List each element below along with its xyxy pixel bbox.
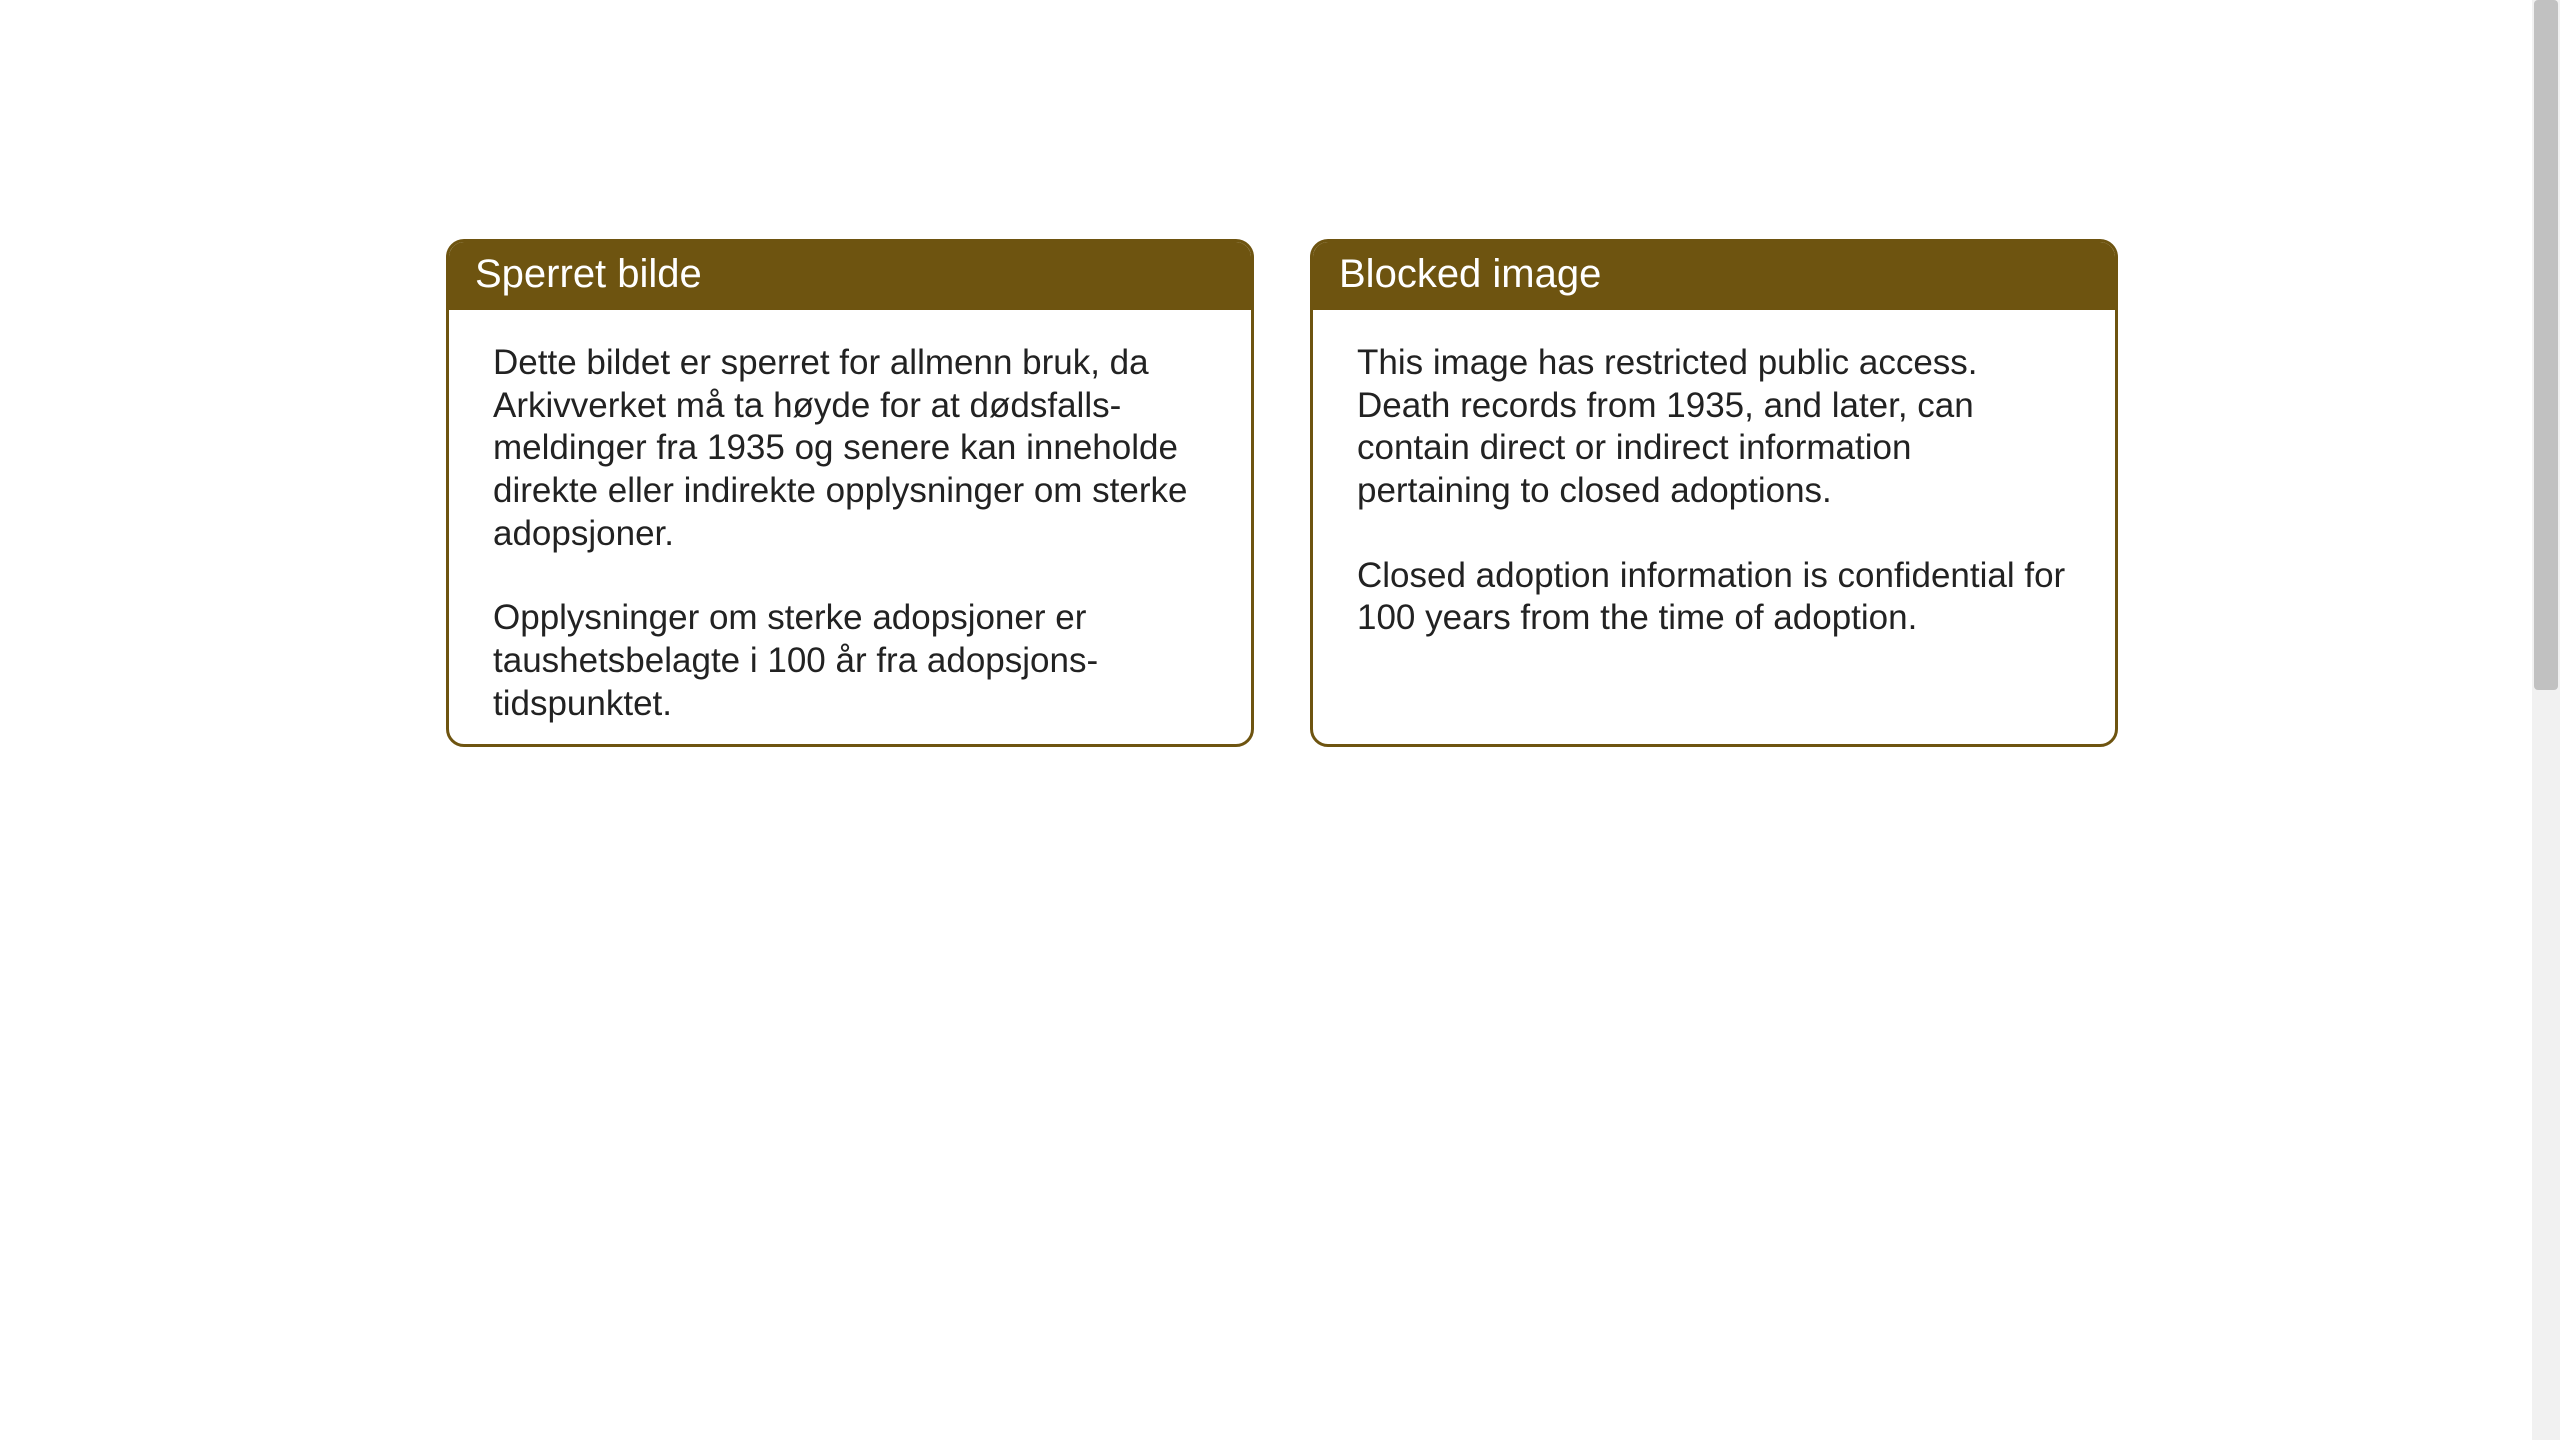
card-english-paragraph1: This image has restricted public access.… [1357, 342, 2071, 513]
cards-container: Sperret bilde Dette bildet er sperret fo… [0, 0, 2560, 747]
card-norwegian: Sperret bilde Dette bildet er sperret fo… [446, 239, 1254, 747]
card-english-body: This image has restricted public access.… [1313, 310, 2115, 668]
card-norwegian-paragraph1: Dette bildet er sperret for allmenn bruk… [493, 342, 1207, 555]
card-norwegian-header: Sperret bilde [449, 242, 1251, 310]
scrollbar-thumb[interactable] [2534, 0, 2558, 690]
card-norwegian-paragraph2: Opplysninger om sterke adopsjoner er tau… [493, 597, 1207, 725]
card-english: Blocked image This image has restricted … [1310, 239, 2118, 747]
card-english-paragraph2: Closed adoption information is confident… [1357, 555, 2071, 640]
card-english-header: Blocked image [1313, 242, 2115, 310]
scrollbar-track[interactable] [2532, 0, 2560, 1440]
card-norwegian-body: Dette bildet er sperret for allmenn bruk… [449, 310, 1251, 747]
